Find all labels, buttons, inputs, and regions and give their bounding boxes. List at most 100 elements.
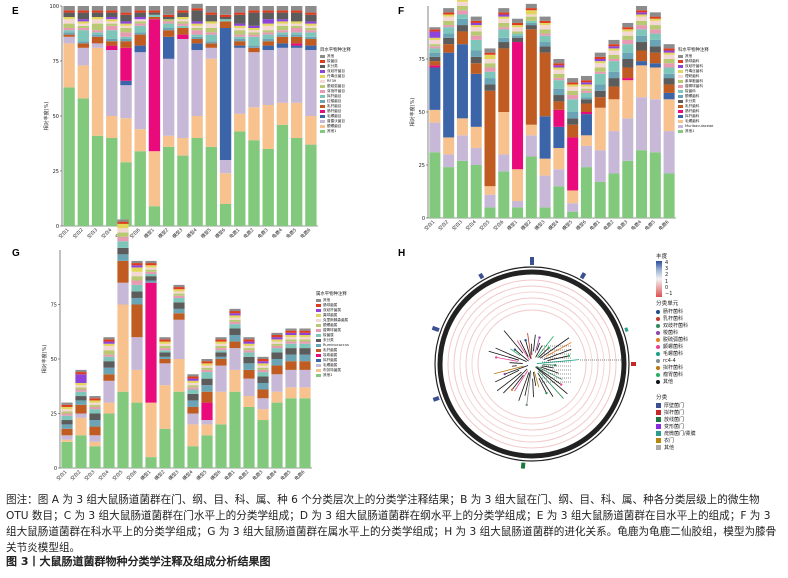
- bar-segment: [89, 441, 101, 447]
- bar-segment: [456, 10, 468, 15]
- bar-segment: [117, 241, 129, 248]
- legend-item: 克里斯滕森菌属: [316, 318, 349, 323]
- bar-segment: [187, 424, 199, 447]
- phylum-legend-item: 衣门: [656, 437, 782, 444]
- legend-swatch: [678, 59, 683, 64]
- legend-item: 丹毒丝菌目: [320, 74, 351, 79]
- bar-segment: [498, 12, 510, 15]
- bar-segment: [162, 28, 175, 31]
- x-tick-label: 空白5: [111, 468, 125, 482]
- legend-item: 粪球菌属: [316, 313, 349, 318]
- phylum-legend-item: 其他: [656, 444, 782, 451]
- bar-segment: [103, 341, 115, 344]
- unit-dot: [656, 309, 660, 314]
- bar-segment: [187, 393, 199, 401]
- bar-segment: [75, 400, 87, 405]
- bar-segment: [91, 34, 104, 37]
- bar-segment: [191, 23, 203, 26]
- bar-segment: [243, 396, 255, 407]
- unit-label: rc4-4: [663, 357, 676, 364]
- bar-segment: [145, 265, 157, 268]
- unit-legend-item: 拟杆菌科: [656, 364, 782, 371]
- legend-swatch: [320, 59, 325, 64]
- bar-segment: [649, 33, 661, 40]
- unit-label: 双歧杆菌科: [663, 323, 689, 329]
- bar-segment: [187, 378, 199, 381]
- bar-segment: [91, 43, 104, 48]
- bar-segment: [553, 67, 565, 70]
- bar-segment: [234, 30, 246, 35]
- tree-node: [545, 391, 548, 395]
- x-tick-label: 模型6: [213, 226, 227, 240]
- bar-segment: [553, 69, 565, 74]
- bar-segment: [580, 80, 592, 83]
- y-axis-label: 相对丰度(%): [409, 98, 416, 127]
- bar-segment: [636, 150, 648, 218]
- bar-segment: [257, 409, 269, 421]
- bar-segment: [229, 335, 241, 342]
- bar-segment: [539, 52, 551, 117]
- bar-segment: [131, 291, 143, 298]
- x-tick-label: 龟鹿3: [256, 226, 270, 240]
- bar-segment: [429, 109, 441, 123]
- bar-segment: [229, 311, 241, 314]
- phylum-mark: [520, 462, 526, 469]
- bar-segment: [580, 84, 592, 87]
- bar-segment: [649, 18, 661, 21]
- unit-legend: 肠杆菌科 乳杆菌科 双歧杆菌科 梭菌科 脱硫弧菌科 颤螺菌科 毛螺菌科 rc4-4 拟杆菌科 瘤胃…: [656, 308, 782, 385]
- x-tick-label: 空白3: [83, 468, 97, 482]
- bar-segment: [191, 3, 203, 9]
- bar-segment: [484, 207, 496, 218]
- bar-segment: [131, 304, 143, 338]
- bar-segment: [61, 409, 73, 412]
- bar-segment: [215, 343, 227, 346]
- tree-node: [538, 336, 541, 339]
- bar-segment: [285, 354, 297, 362]
- y-tick-label: 50: [419, 110, 425, 116]
- legend-swatch: [316, 328, 321, 333]
- bar-segment: [622, 59, 634, 68]
- bar-segment: [636, 35, 648, 43]
- bar-segment: [120, 6, 132, 13]
- bar-segment: [234, 47, 246, 114]
- bar-segment: [443, 137, 455, 155]
- tree-branch: [536, 367, 562, 385]
- legend-swatch: [678, 79, 683, 84]
- tree-branch: [534, 337, 540, 353]
- legend-swatch: [316, 318, 321, 323]
- legend-label: 瘤胃球菌科: [685, 84, 703, 88]
- bar-segment: [271, 348, 283, 353]
- bar-segment: [443, 33, 455, 38]
- bar-segment: [75, 385, 87, 388]
- bar-segment: [257, 359, 269, 362]
- bar-segment: [77, 25, 90, 28]
- bar-segment: [299, 343, 311, 349]
- unit-label: 脱硫弧菌科: [663, 337, 689, 343]
- bar-segment: [191, 116, 203, 138]
- legend-item: 肠球菌属: [316, 303, 349, 308]
- bar-segment: [177, 25, 189, 28]
- bar-segment: [285, 387, 297, 399]
- bar-segment: [580, 103, 592, 112]
- bar-segment: [290, 25, 303, 28]
- bar-segment: [187, 389, 199, 394]
- panel-h: H 丰度 4 3 2 1 0 −1 分类单元 肠杆菌科 乳杆菌科 双歧杆菌科 梭菌科 脱硫弧菌科颤…: [394, 240, 788, 480]
- bar-segment: [290, 34, 303, 37]
- bar-segment: [187, 406, 199, 414]
- heat-gradient: [656, 261, 662, 297]
- bar-segment: [215, 345, 227, 349]
- bar-segment: [177, 21, 189, 24]
- bar-segment: [290, 12, 303, 22]
- bar-segment: [539, 116, 551, 159]
- bar-segment: [215, 365, 227, 392]
- phylum-swatch: [656, 403, 661, 408]
- x-tick-label: 模型1: [505, 218, 519, 232]
- bar-segment: [622, 78, 634, 81]
- bar-segment: [484, 48, 496, 53]
- legend-item: 毛螺菌目: [320, 114, 351, 119]
- bar-segment: [201, 372, 213, 379]
- bar-segment: [276, 30, 289, 33]
- bar-segment: [594, 71, 606, 74]
- bar-segment: [305, 12, 317, 15]
- bar-segment: [117, 228, 129, 233]
